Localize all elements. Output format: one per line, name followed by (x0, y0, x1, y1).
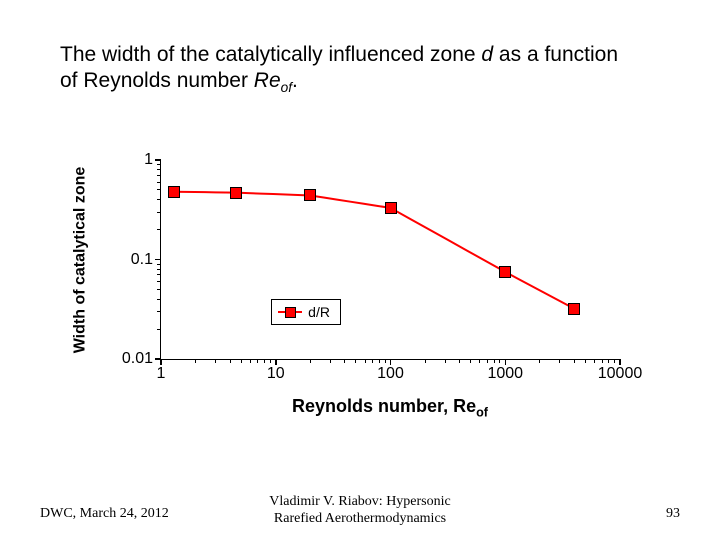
xtick-minor (494, 359, 495, 363)
xtick-minor (425, 359, 426, 363)
xtick-minor (445, 359, 446, 363)
chart-data-marker (568, 303, 580, 315)
xtick-label: 1 (157, 365, 166, 383)
legend-swatch-line (278, 311, 302, 313)
chart-plot-area: d/R 1101001000100000.010.11 (160, 160, 620, 360)
ytick-minor (157, 229, 161, 230)
slide-title: The width of the catalytically influence… (60, 42, 620, 97)
y-axis-label-text: Width of catalytical zone (71, 167, 89, 354)
legend-label: d/R (308, 304, 330, 320)
ytick-minor (157, 189, 161, 190)
ytick-minor (157, 329, 161, 330)
ytick-minor (157, 182, 161, 183)
ytick-minor (157, 199, 161, 200)
ytick-minor (157, 289, 161, 290)
xtick-minor (264, 359, 265, 363)
xtick-minor (241, 359, 242, 363)
xtick-minor (479, 359, 480, 363)
ytick-minor (157, 299, 161, 300)
ytick-minor (157, 274, 161, 275)
chart-data-marker (230, 187, 242, 199)
ytick-minor (157, 269, 161, 270)
xtick-minor (594, 359, 595, 363)
footer-center-line2: Rarefied Aerothermodynamics (0, 511, 720, 528)
xtick-minor (499, 359, 500, 363)
y-axis-label: Width of catalytical zone (70, 160, 90, 360)
footer-center: Vladimir V. Riabov: Hypersonic Rarefied … (0, 494, 720, 528)
chart-legend: d/R (271, 299, 341, 325)
xtick-minor (470, 359, 471, 363)
x-axis-label: Reynolds number, Reof (160, 396, 620, 420)
chart-data-marker (168, 186, 180, 198)
xtick-minor (310, 359, 311, 363)
ytick-major (155, 259, 161, 261)
xtick-minor (487, 359, 488, 363)
ytick-minor (157, 212, 161, 213)
xtick-minor (230, 359, 231, 363)
ytick-minor (157, 264, 161, 265)
xtick-minor (215, 359, 216, 363)
xtick-minor (559, 359, 560, 363)
xtick-minor (602, 359, 603, 363)
xtick-minor (344, 359, 345, 363)
chart-container: Width of catalytical zone d/R 1101001000… (80, 150, 640, 430)
xtick-label: 100 (377, 365, 404, 383)
xtick-minor (585, 359, 586, 363)
legend-swatch-marker (285, 307, 296, 318)
xtick-minor (614, 359, 615, 363)
xtick-minor (250, 359, 251, 363)
ytick-label: 0.01 (122, 350, 153, 368)
xtick-minor (608, 359, 609, 363)
xtick-minor (330, 359, 331, 363)
xtick-minor (385, 359, 386, 363)
xtick-minor (257, 359, 258, 363)
chart-data-marker (304, 189, 316, 201)
chart-data-marker (499, 266, 511, 278)
xtick-minor (195, 359, 196, 363)
footer-center-line1: Vladimir V. Riabov: Hypersonic (0, 494, 720, 511)
ytick-minor (157, 311, 161, 312)
xtick-label: 10 (267, 365, 285, 383)
xtick-minor (574, 359, 575, 363)
ytick-minor (157, 175, 161, 176)
xtick-minor (270, 359, 271, 363)
chart-series-line (174, 192, 574, 309)
xtick-label: 10000 (598, 365, 643, 383)
ytick-major (155, 358, 161, 360)
ytick-label: 1 (144, 151, 153, 169)
footer-page-number: 93 (666, 506, 680, 522)
xtick-minor (355, 359, 356, 363)
ytick-major (155, 159, 161, 161)
xtick-label: 1000 (487, 365, 523, 383)
ytick-minor (157, 164, 161, 165)
chart-data-marker (385, 202, 397, 214)
xtick-minor (539, 359, 540, 363)
xtick-minor (459, 359, 460, 363)
ytick-minor (157, 281, 161, 282)
ytick-minor (157, 169, 161, 170)
xtick-minor (372, 359, 373, 363)
slide: The width of the catalytically influence… (0, 0, 720, 540)
xtick-minor (365, 359, 366, 363)
xtick-minor (379, 359, 380, 363)
ytick-label: 0.1 (131, 251, 153, 269)
